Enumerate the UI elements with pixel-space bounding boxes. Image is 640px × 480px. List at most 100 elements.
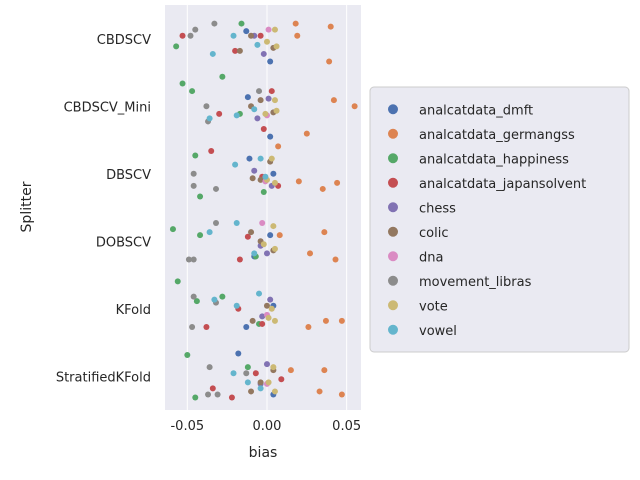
data-point (257, 32, 264, 39)
legend-marker (388, 153, 398, 164)
data-point (334, 179, 341, 186)
legend-marker (388, 128, 398, 139)
data-point (271, 317, 278, 324)
data-point (305, 323, 312, 330)
data-point (265, 314, 272, 321)
data-point (267, 133, 274, 140)
y-tick-label: KFold (116, 303, 151, 318)
data-point (292, 20, 299, 27)
data-point (233, 220, 240, 227)
data-point (330, 97, 337, 104)
x-tick-label: 0.05 (332, 419, 361, 434)
data-point (316, 388, 323, 395)
data-point (338, 317, 345, 324)
data-point (219, 293, 226, 300)
data-point (270, 364, 277, 371)
y-tick-label: CBDSCV_Mini (64, 100, 151, 115)
data-point (257, 155, 264, 162)
data-point (248, 229, 255, 236)
data-point (256, 88, 263, 95)
data-point (270, 170, 277, 177)
data-point (190, 256, 197, 263)
data-point (275, 143, 282, 150)
data-point (273, 43, 280, 50)
data-point (179, 32, 186, 39)
data-point (203, 323, 210, 330)
y-tick-label: DBSCV (106, 168, 151, 183)
data-point (219, 73, 226, 80)
data-point (260, 50, 267, 57)
data-point (270, 223, 277, 230)
data-point (268, 155, 275, 162)
data-point (236, 256, 243, 263)
data-point (278, 376, 285, 383)
data-point (233, 302, 240, 309)
plot-background (165, 5, 361, 410)
legend-entry-label: vote (419, 299, 448, 314)
y-tick-label: StratifiedKFold (56, 370, 151, 385)
data-point (276, 232, 283, 239)
data-point (338, 391, 345, 398)
data-point (267, 232, 274, 239)
data-point (232, 47, 239, 54)
data-point (260, 126, 267, 133)
data-point (251, 106, 258, 113)
data-point (192, 152, 199, 159)
data-point (209, 385, 216, 392)
data-point (254, 41, 261, 48)
data-point (351, 103, 358, 110)
legend-marker (388, 324, 398, 335)
data-point (249, 317, 256, 324)
legend-marker (388, 226, 398, 237)
y-tick-label: CBDSCV (97, 33, 151, 48)
data-point (244, 94, 251, 101)
data-point (322, 317, 329, 324)
data-point (271, 97, 278, 104)
data-point (256, 290, 263, 297)
data-point (251, 167, 258, 174)
data-point (260, 241, 267, 248)
data-point (216, 110, 223, 117)
x-tick-labels: -0.05 0.00 0.05 (170, 419, 361, 434)
data-point (197, 232, 204, 239)
data-point (265, 379, 272, 386)
data-point (190, 170, 197, 177)
data-point (187, 32, 194, 39)
legend-entry-label: movement_libras (419, 275, 532, 290)
data-point (206, 229, 213, 236)
legend-entry-label: chess (419, 201, 456, 216)
data-point (273, 107, 280, 114)
data-point (209, 50, 216, 57)
data-point (262, 110, 269, 117)
data-point (321, 367, 328, 374)
data-point (252, 370, 259, 377)
legend: analcatdata_dmft analcatdata_germangssana… (369, 86, 630, 353)
y-axis-label: Splitter (19, 181, 35, 232)
gridlines (186, 5, 348, 410)
data-point (287, 367, 294, 374)
legend-marker (388, 177, 398, 188)
data-point (206, 115, 213, 122)
data-point (230, 32, 237, 39)
data-point (203, 103, 210, 110)
data-point (267, 58, 274, 65)
legend-entry-label: analcatdata_dmft (419, 103, 533, 118)
data-point (211, 20, 218, 27)
data-point (169, 226, 176, 233)
x-tick-label: 0.00 (253, 419, 282, 434)
data-point (184, 351, 191, 358)
data-point (243, 370, 250, 377)
data-point (294, 32, 301, 39)
legend-marker (388, 202, 398, 213)
data-point (190, 293, 197, 300)
data-point (303, 130, 310, 137)
data-point (189, 323, 196, 330)
legend-marker (388, 300, 398, 311)
data-point (236, 47, 243, 54)
data-point (257, 385, 264, 392)
legend-marker (388, 104, 398, 115)
data-point (251, 250, 258, 257)
data-point (244, 364, 251, 371)
data-point (173, 43, 180, 50)
